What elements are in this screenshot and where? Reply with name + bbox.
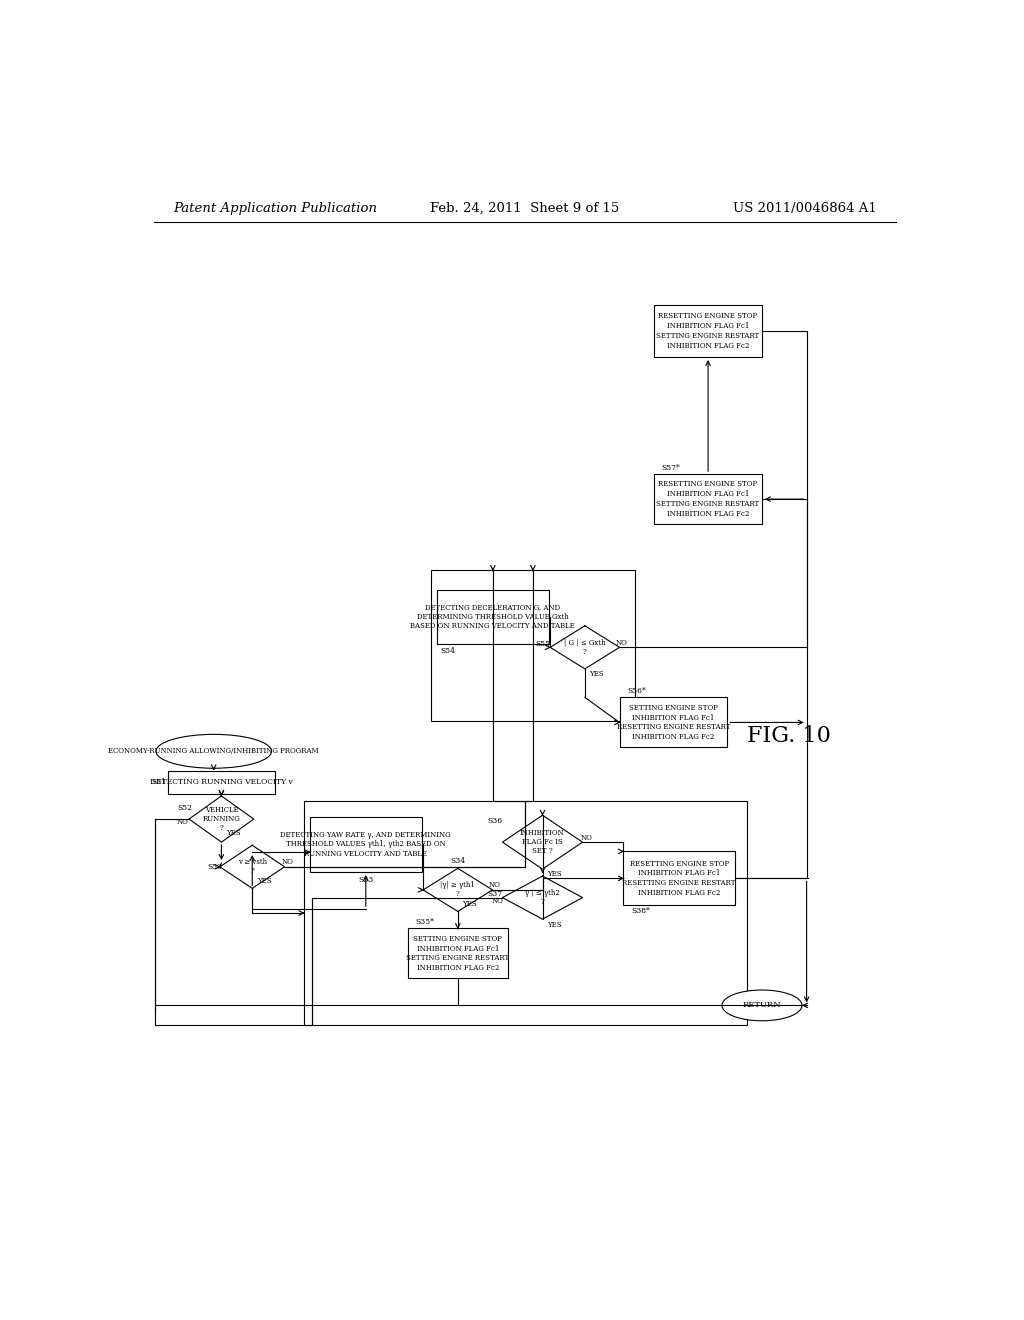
Text: S57*: S57* <box>662 463 681 473</box>
FancyBboxPatch shape <box>437 590 549 644</box>
Text: DETECTING RUNNING VELOCITY v: DETECTING RUNNING VELOCITY v <box>151 777 293 787</box>
Text: Feb. 24, 2011  Sheet 9 of 15: Feb. 24, 2011 Sheet 9 of 15 <box>430 202 620 215</box>
Text: S53: S53 <box>208 863 223 871</box>
Polygon shape <box>423 869 493 911</box>
FancyBboxPatch shape <box>168 771 275 793</box>
Text: S37: S37 <box>487 890 503 898</box>
Text: S35*: S35* <box>416 919 434 927</box>
Text: v ≥ vsth
?: v ≥ vsth ? <box>238 858 267 875</box>
Text: NO: NO <box>177 818 188 826</box>
Text: US 2011/0046864 A1: US 2011/0046864 A1 <box>733 202 877 215</box>
Text: S36: S36 <box>487 817 503 825</box>
FancyBboxPatch shape <box>624 851 735 906</box>
Text: YES: YES <box>547 870 562 879</box>
Text: S33: S33 <box>358 876 374 884</box>
Text: YES: YES <box>590 671 604 678</box>
Text: RESETTING ENGINE STOP
INHIBITION FLAG Fc1
SETTING ENGINE RESTART
INHIBITION FLAG: RESETTING ENGINE STOP INHIBITION FLAG Fc… <box>656 313 760 350</box>
Text: YES: YES <box>257 876 271 884</box>
Text: DETECTING DECELERATION G, AND
DETERMINING THRESHOLD VALUE Gxth
BASED ON RUNNING : DETECTING DECELERATION G, AND DETERMININ… <box>411 603 575 631</box>
Polygon shape <box>189 796 254 842</box>
Text: YES: YES <box>226 829 241 837</box>
Text: SETTING ENGINE STOP
INHIBITION FLAG Fc1
RESETTING ENGINE RESTART
INHIBITION FLAG: SETTING ENGINE STOP INHIBITION FLAG Fc1 … <box>616 704 730 741</box>
Text: S52: S52 <box>177 804 191 812</box>
FancyBboxPatch shape <box>310 817 422 873</box>
Text: NO: NO <box>282 858 294 866</box>
Polygon shape <box>503 816 583 869</box>
Text: ECONOMY-RUNNING ALLOWING/INHIBITING PROGRAM: ECONOMY-RUNNING ALLOWING/INHIBITING PROG… <box>109 747 319 755</box>
Text: | G | ≤ Gxth
?: | G | ≤ Gxth ? <box>564 639 605 656</box>
Text: FIG. 10: FIG. 10 <box>746 725 830 747</box>
Text: S38*: S38* <box>631 907 650 916</box>
Text: NO: NO <box>581 833 592 842</box>
Polygon shape <box>503 876 583 919</box>
Text: SETTING ENGINE STOP
INHIBITION FLAG Fc1
SETTING ENGINE RESTART
INHIBITION FLAG F: SETTING ENGINE STOP INHIBITION FLAG Fc1 … <box>407 935 509 972</box>
Text: RESETTING ENGINE STOP
INHIBITION FLAG Fc1
SETTING ENGINE RESTART
INHIBITION FLAG: RESETTING ENGINE STOP INHIBITION FLAG Fc… <box>656 480 760 517</box>
FancyBboxPatch shape <box>408 928 508 978</box>
Text: Patent Application Publication: Patent Application Publication <box>173 202 377 215</box>
Text: NO: NO <box>615 639 628 647</box>
Text: DETECTING YAW RATE γ, AND DETERMINING
THRESHOLD VALUES γth1, γth2 BASED ON
RUNNI: DETECTING YAW RATE γ, AND DETERMINING TH… <box>281 830 452 858</box>
Text: RESETTING ENGINE STOP
INHIBITION FLAG Fc1
RESETTING ENGINE RESTART
INHIBITION FL: RESETTING ENGINE STOP INHIBITION FLAG Fc… <box>623 859 736 898</box>
Text: |γ| ≥ γth1
?: |γ| ≥ γth1 ? <box>440 882 475 899</box>
FancyBboxPatch shape <box>654 474 762 524</box>
Text: YES: YES <box>547 920 562 928</box>
FancyBboxPatch shape <box>654 305 762 358</box>
Text: NO: NO <box>488 882 501 890</box>
Text: S51: S51 <box>151 777 166 787</box>
Text: S55: S55 <box>535 639 550 648</box>
Text: NO: NO <box>492 896 504 904</box>
Text: VEHICLE
RUNNING
?: VEHICLE RUNNING ? <box>203 805 241 833</box>
Text: YES: YES <box>463 900 477 908</box>
Text: INHIBITION
FLAG Fc IS
SET ?: INHIBITION FLAG Fc IS SET ? <box>520 829 565 855</box>
Text: S56*: S56* <box>628 688 646 696</box>
FancyBboxPatch shape <box>620 697 727 747</box>
Text: γ | ≤ γth2
?: γ | ≤ γth2 ? <box>525 888 560 907</box>
Ellipse shape <box>722 990 802 1020</box>
Polygon shape <box>220 845 285 888</box>
Polygon shape <box>550 626 620 669</box>
Text: RETURN: RETURN <box>742 1002 781 1010</box>
Ellipse shape <box>156 734 271 768</box>
Text: S34: S34 <box>451 857 465 865</box>
Text: S54: S54 <box>441 647 456 655</box>
